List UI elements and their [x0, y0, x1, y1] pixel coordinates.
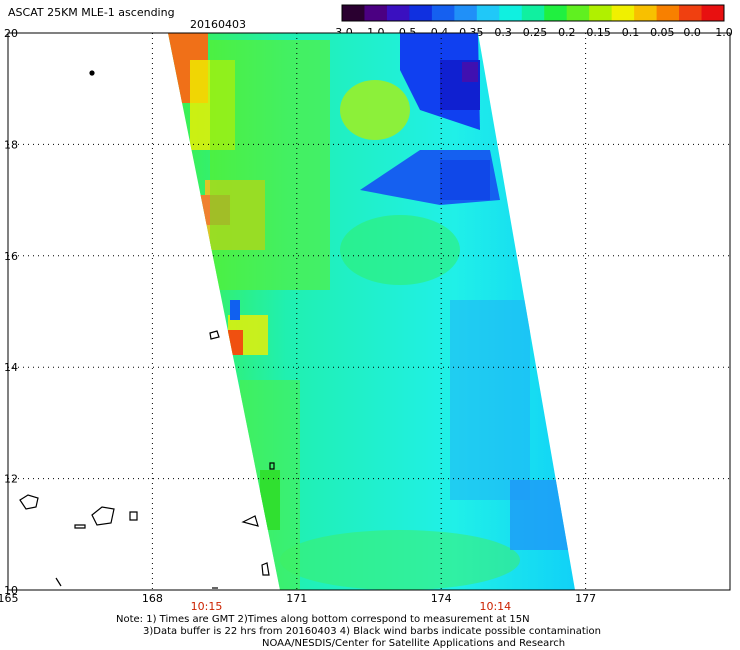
colorbar-swatch — [544, 5, 568, 21]
island-outline — [269, 462, 275, 470]
colorbar-swatch — [611, 5, 635, 21]
latitude-tick-label: 16 — [4, 250, 18, 263]
longitude-tick-label: 177 — [575, 592, 596, 605]
pass-time-labels: 10:15 10:14 — [191, 600, 512, 613]
colorbar-swatch — [364, 5, 388, 21]
swath — [168, 33, 575, 590]
colorbar-swatch — [386, 5, 410, 21]
latitude-tick-label: 14 — [4, 361, 18, 374]
island-outline — [74, 524, 86, 529]
map-date: 20160403 — [190, 18, 246, 31]
latitude-tick-label: 20 — [4, 27, 18, 40]
island-outline — [55, 577, 62, 587]
colorbar-swatch — [701, 5, 725, 21]
island-outline — [241, 515, 259, 527]
latitude-tick-label: 10 — [4, 584, 18, 597]
island-outline — [129, 511, 138, 521]
pass-time-label: 10:14 — [479, 600, 511, 613]
colorbar-swatch — [342, 5, 365, 21]
island-outline — [89, 70, 95, 76]
latitude-tick-label: 12 — [4, 473, 18, 486]
island-outline — [91, 506, 115, 526]
colorbar-swatch — [634, 5, 658, 21]
longitude-tick-label: 168 — [142, 592, 163, 605]
island-outline — [261, 562, 270, 576]
colorbar-swatch — [656, 5, 680, 21]
graticule — [7, 32, 730, 591]
longitude-tick-label: 171 — [286, 592, 307, 605]
latitude-tick-label: 18 — [4, 138, 18, 151]
colorbar-swatch — [499, 5, 523, 21]
colorbar-swatch — [454, 5, 478, 21]
colorbar-swatch — [431, 5, 455, 21]
longitude-tick-label: 174 — [431, 592, 452, 605]
islands — [19, 70, 275, 589]
longitude-labels: 165 168 171 174 177 — [0, 592, 596, 605]
colorbar-swatch — [679, 5, 703, 21]
note-line-2: 3)Data buffer is 22 hrs from 20160403 4)… — [143, 626, 601, 637]
island-outline — [19, 494, 39, 510]
island-outline — [209, 330, 220, 340]
colorbar-swatch — [589, 5, 613, 21]
longitude-tick-label: 165 — [0, 592, 19, 605]
note-line-3: NOAA/NESDIS/Center for Satellite Applica… — [262, 638, 566, 649]
colorbar-swatch — [521, 5, 545, 21]
colorbar-swatch — [566, 5, 590, 21]
pass-time-label: 10:15 — [191, 600, 223, 613]
note-line-1: Note: 1) Times are GMT 2)Times along bot… — [116, 614, 530, 625]
colorbar-swatch — [476, 5, 500, 21]
latitude-labels: 20 18 16 14 12 10 — [4, 27, 18, 597]
map-title: ASCAT 25KM MLE-1 ascending — [8, 6, 175, 19]
colorbar-swatch — [409, 5, 433, 21]
